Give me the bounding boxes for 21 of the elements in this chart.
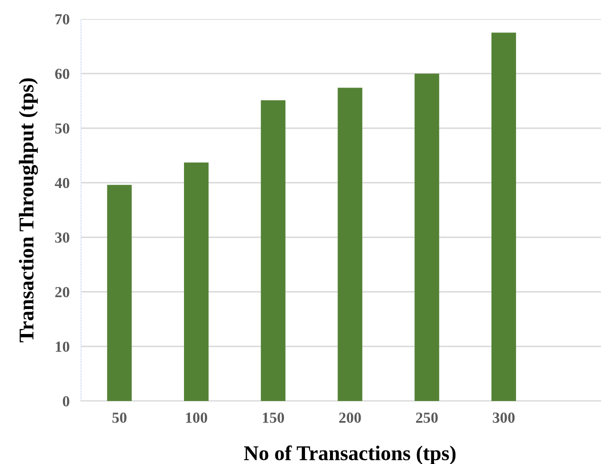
- x-tick-label: 50: [112, 412, 126, 423]
- bar: [338, 88, 362, 401]
- x-tick-label: 200: [339, 412, 361, 423]
- y-tick-label: 30: [55, 232, 70, 243]
- bar: [260, 100, 286, 401]
- x-tick-label: 150: [262, 412, 284, 423]
- y-axis-title: Transaction Throughput (tps): [18, 78, 38, 342]
- y-tick-label: 70: [55, 14, 70, 24]
- bar: [107, 184, 132, 401]
- y-tick-label: 60: [55, 68, 70, 80]
- bar: [491, 32, 516, 401]
- x-tick-label: 300: [492, 412, 515, 423]
- bar: [414, 74, 440, 401]
- bar: [184, 162, 209, 401]
- x-tick-label: 100: [186, 412, 208, 423]
- y-tick-label: 10: [56, 342, 70, 352]
- y-tick-label: 20: [55, 287, 70, 298]
- y-tick-label: 50: [55, 123, 70, 134]
- y-tick-label: 40: [54, 178, 70, 188]
- x-tick-label: 250: [416, 412, 438, 423]
- y-tick-label: 0: [62, 396, 70, 406]
